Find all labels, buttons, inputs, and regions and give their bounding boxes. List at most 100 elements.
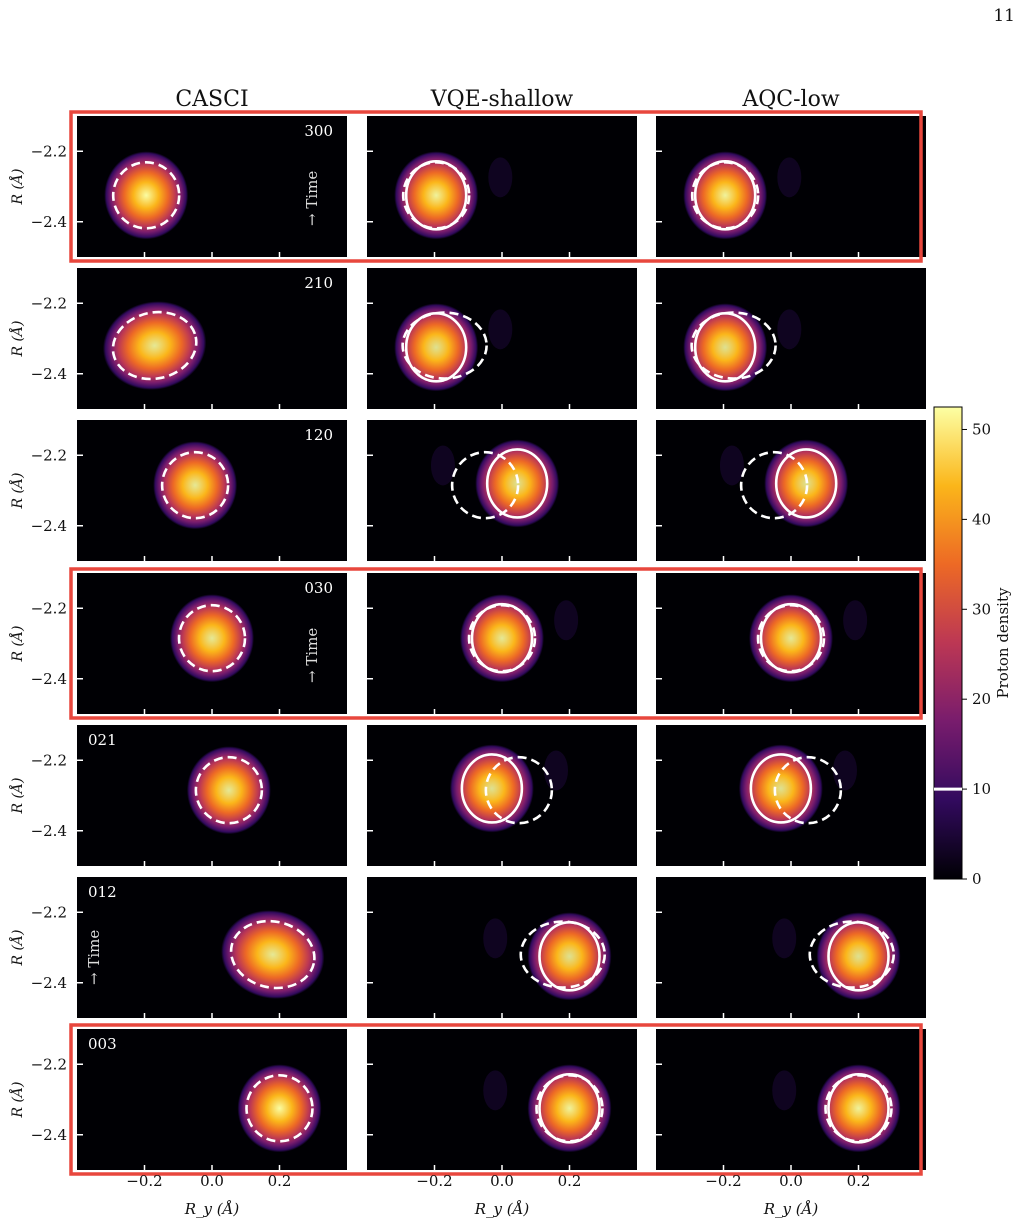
time-arrow: → Time <box>85 930 103 985</box>
method-contour <box>774 448 838 519</box>
y-axis-label: R (Å) <box>8 625 26 662</box>
density-peak <box>237 1064 322 1153</box>
panel-content <box>749 594 868 683</box>
y-tick-label: −2.4 <box>31 974 67 992</box>
colorbar-tick-label: 30 <box>972 600 991 618</box>
panel-content <box>394 151 513 240</box>
side-lobe <box>544 750 568 791</box>
x-tick-label: −0.2 <box>126 1172 162 1190</box>
casci-contour <box>773 755 843 825</box>
method-contour <box>460 753 524 824</box>
colorbar-tick-label: 10 <box>972 780 991 798</box>
panel-content <box>483 1064 612 1153</box>
colorbar-tick-label: 50 <box>972 420 991 438</box>
x-tick-label: 0.0 <box>200 1172 224 1190</box>
x-tick-label: 0.0 <box>490 1172 514 1190</box>
y-tick-label: −2.2 <box>31 751 67 769</box>
density-peak <box>104 151 189 240</box>
row-label: 210 <box>304 274 333 292</box>
heatmap-panel: 021 <box>77 725 347 866</box>
y-tick-label: −2.4 <box>31 1126 67 1144</box>
y-axis-label-text: R (Å) <box>8 777 26 814</box>
column-title-casci: CASCI <box>175 87 248 112</box>
side-lobe <box>488 157 513 198</box>
row-label: 030 <box>304 579 333 597</box>
colorbar-tick-label: 20 <box>972 690 991 708</box>
method-contour <box>470 602 534 674</box>
density-peak <box>475 439 560 528</box>
y-tick-label: −2.2 <box>31 903 67 921</box>
y-axis-label-text: R (Å) <box>8 1081 26 1118</box>
side-lobe <box>554 600 579 641</box>
method-contour <box>538 1073 601 1144</box>
heatmap-panel <box>656 573 926 714</box>
heatmap-panel <box>367 420 637 561</box>
casci-contour <box>111 310 198 381</box>
casci-contour <box>245 1074 314 1143</box>
x-tick-label: 0.2 <box>847 1172 871 1190</box>
panel-content <box>104 151 189 240</box>
time-arrow: → Time <box>303 628 321 683</box>
side-lobe <box>483 918 508 959</box>
method-contour <box>404 160 468 231</box>
heatmap-panel <box>367 877 637 1018</box>
time-label: → Time <box>303 628 321 683</box>
row-label: 021 <box>88 731 117 749</box>
heatmap-panel <box>367 116 637 257</box>
x-tick-label: −0.2 <box>416 1172 452 1190</box>
panel-content <box>483 912 612 1001</box>
highlight-box <box>69 1023 923 1176</box>
colorbar-label: Proton density <box>994 587 1012 698</box>
casci-contour <box>194 755 264 825</box>
y-tick-label: −2.4 <box>31 365 67 383</box>
side-lobe <box>777 309 802 350</box>
panel-content <box>449 744 568 833</box>
y-axis-label-text: R (Å) <box>8 472 26 509</box>
heatmap-panel: 003 <box>77 1029 347 1170</box>
density-peak <box>102 301 207 390</box>
y-axis-label-text: R (Å) <box>8 929 26 966</box>
panel-content <box>772 912 901 1001</box>
heatmap-panel <box>367 268 637 409</box>
side-lobe <box>833 750 857 791</box>
panel-content <box>153 441 238 530</box>
panel-content <box>430 439 560 528</box>
y-tick-label: −2.4 <box>31 213 67 231</box>
y-axis-label: R (Å) <box>8 1081 26 1118</box>
panel-content <box>772 1064 901 1153</box>
x-tick-label: 0.0 <box>779 1172 803 1190</box>
heatmap-panel: 030 → Time <box>77 573 347 714</box>
y-tick-label: −2.4 <box>31 822 67 840</box>
y-axis-label-text: R (Å) <box>8 625 26 662</box>
panel-content <box>683 151 802 240</box>
side-lobe <box>488 309 513 350</box>
x-axis-label: R_y (Å) <box>474 1200 530 1218</box>
panel-content <box>221 910 325 999</box>
panel-content <box>738 744 857 833</box>
heatmap-panel <box>656 1029 926 1170</box>
heatmap-panel: 120 <box>77 420 347 561</box>
side-lobe <box>772 918 797 959</box>
density-peak <box>527 1064 612 1153</box>
heatmap-panel: 210 <box>77 268 347 409</box>
heatmap-panel: 300 → Time <box>77 116 347 257</box>
y-axis-label-text: R (Å) <box>8 320 26 357</box>
side-lobe <box>719 445 744 486</box>
y-tick-label: −2.2 <box>31 142 67 160</box>
y-tick-label: −2.4 <box>31 517 67 535</box>
density-peak <box>460 594 544 683</box>
heatmap-panel <box>367 1029 637 1170</box>
panel-content <box>683 303 802 392</box>
method-contour <box>693 160 757 231</box>
density-peak <box>221 910 325 999</box>
density-peak <box>683 151 768 240</box>
side-lobe <box>483 1070 508 1111</box>
time-label: → Time <box>85 930 103 985</box>
casci-contour <box>177 603 247 673</box>
heatmap-panel <box>656 725 926 866</box>
side-lobe <box>772 1070 797 1111</box>
heatmap-panel <box>367 725 637 866</box>
panel-content <box>237 1064 322 1153</box>
method-contour <box>759 602 823 674</box>
method-contour <box>827 1073 890 1144</box>
